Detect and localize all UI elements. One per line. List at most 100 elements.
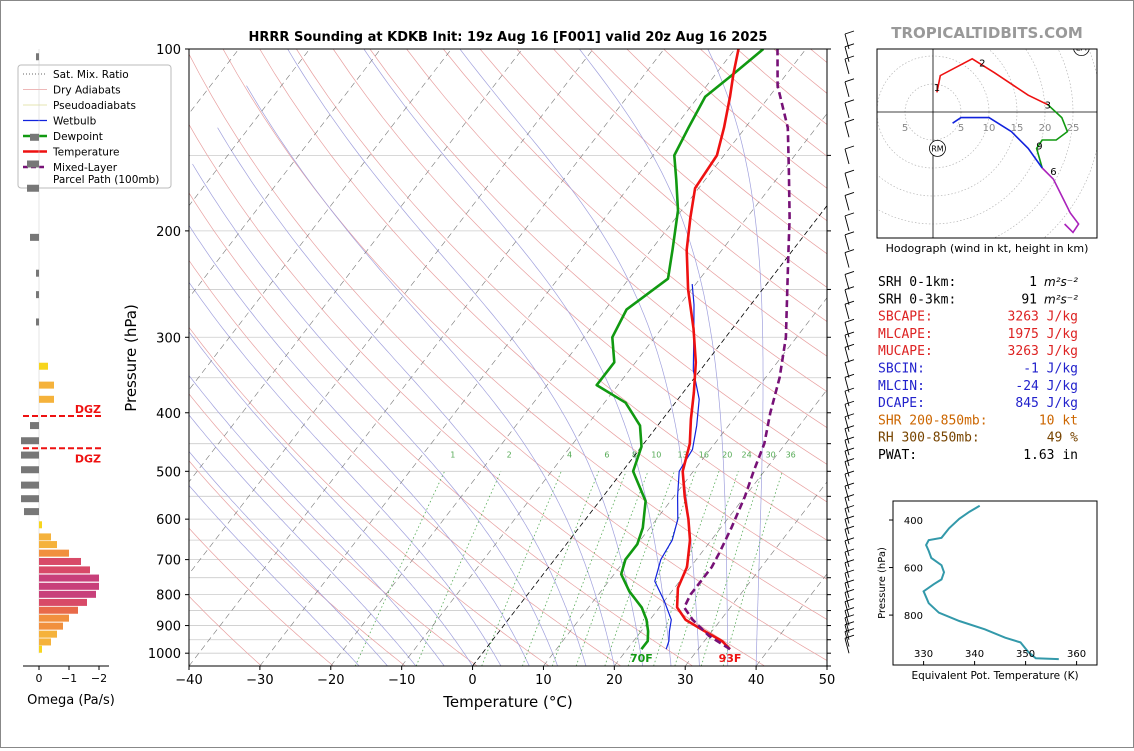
barb-flag — [844, 286, 855, 291]
theta-x-tick-label: 330 — [914, 649, 933, 660]
barb-flag — [844, 300, 855, 305]
dry-adiabat-line — [189, 595, 262, 666]
omega-bar — [27, 184, 39, 192]
index-unit: m²s⁻² — [1044, 275, 1078, 289]
mixing-ratio-label: 16 — [699, 451, 709, 460]
hodo-marker-label: LM — [1076, 44, 1087, 53]
mixing-ratio-label: 13 — [678, 451, 688, 460]
y-tick-label: 100 — [156, 43, 181, 58]
isotherm-line — [401, 113, 827, 666]
index-label: MUCAPE: — [878, 344, 933, 359]
isotherm-line — [472, 205, 827, 666]
barb-staff — [844, 450, 850, 467]
barb-staff — [844, 122, 850, 138]
index-label: MLCAPE: — [878, 327, 933, 342]
hodo-line — [1041, 167, 1080, 234]
barb-staff — [844, 362, 850, 378]
barb-flag — [844, 559, 855, 564]
omega-bar — [39, 630, 57, 638]
theta-e-panel: 330 340 350 360 400 600 800 Equivalent Pot. Tem… — [877, 500, 1098, 682]
branding-text: TROPICALTIDBITS.COM — [891, 24, 1083, 42]
barb-flag — [844, 482, 855, 487]
index-value: -24 J/kg — [1015, 379, 1078, 394]
omega-bar — [39, 638, 51, 646]
barb-flag — [844, 548, 855, 553]
mixing-ratio-line — [627, 471, 696, 666]
dgz-label-top: DGZ — [75, 403, 101, 416]
hodo-ring-label: 20 — [1039, 123, 1052, 134]
mixing-ratio-line — [700, 471, 763, 666]
indices-table: SRH 0-1km: 1 m²s⁻² SRH 0-3km: 91 m²s⁻² SBCAPE:… — [878, 275, 1078, 463]
moist-adiabat-line — [189, 414, 417, 666]
barb-staff — [844, 195, 850, 211]
legend-label: Dry Adiabats — [53, 85, 121, 97]
index-value: 3263 J/kg — [1008, 344, 1078, 359]
dry-adiabat-line — [406, 49, 827, 429]
dry-adiabat-line — [443, 49, 827, 393]
barb-staff — [844, 497, 850, 513]
y-tick-label: 300 — [156, 331, 181, 346]
barb-flag — [844, 505, 855, 509]
y-tick-label: 600 — [156, 513, 181, 528]
barb-flag — [844, 413, 855, 418]
omega-bar — [39, 622, 63, 630]
index-label: PWAT: — [878, 448, 917, 463]
barb-flag — [844, 118, 855, 123]
x-tick-label: 20 — [606, 673, 623, 688]
hodo-marker — [1073, 49, 1090, 56]
x-tick-label: 40 — [748, 673, 765, 688]
barb-staff — [844, 439, 850, 456]
mixing-ratio-label: 4 — [567, 451, 572, 460]
index-value: 1.63 in — [1023, 448, 1078, 463]
theta-e-line — [922, 504, 1059, 661]
barb-flag — [844, 212, 855, 217]
skewt-ylabel: Pressure (hPa) — [122, 304, 140, 412]
hodo-line — [936, 57, 1049, 106]
dry-adiabat-line — [189, 527, 334, 666]
dry-adiabat-line — [296, 49, 827, 541]
omega-xlabel: Omega (Pa/s) — [27, 693, 115, 708]
isotherm-line — [826, 665, 827, 666]
omega-bar — [36, 318, 39, 326]
mixing-ratio-line — [674, 471, 739, 666]
skewt-frame — [188, 48, 828, 667]
omega-bar — [21, 495, 39, 503]
mixing-ratio-label: 2 — [507, 451, 512, 460]
omega-bar — [39, 521, 42, 529]
omega-bar — [36, 53, 39, 61]
barb-staff — [844, 215, 850, 231]
mixing-ratio-line — [604, 471, 675, 666]
theta-e-frame — [892, 500, 1098, 666]
barb-flag — [844, 271, 855, 275]
omega-bar — [39, 549, 69, 557]
barb-staff — [844, 601, 850, 617]
legend: Sat. Mix. Ratio Dry Adiabats Pseudoadiabat… — [17, 64, 172, 189]
surface-dewpoint-label: 70F — [630, 652, 653, 665]
hodo-height-label: 6 — [1050, 167, 1056, 178]
omega-bar — [21, 451, 39, 459]
barb-flag — [844, 447, 855, 452]
omega-bar — [39, 606, 78, 614]
index-unit: m²s⁻² — [1044, 292, 1078, 306]
barb-flag — [844, 628, 855, 632]
omega-bar — [39, 362, 48, 370]
barb-staff — [844, 416, 850, 432]
mixing-ratio-line — [551, 471, 627, 666]
parcel-path-line — [682, 49, 791, 651]
moist-adiabat-line — [707, 49, 764, 666]
omega-bar — [39, 533, 51, 541]
moist-adiabat-line — [363, 49, 672, 666]
barb-staff — [844, 33, 850, 50]
hodo-ring-label: 15 — [1011, 123, 1024, 134]
moist-adiabat-line — [189, 224, 530, 666]
barb-staff — [844, 461, 850, 477]
barb-flag — [844, 30, 855, 35]
mixing-ratio-label: 6 — [604, 451, 609, 460]
dry-adiabat-line — [189, 393, 478, 666]
isotherm-line — [189, 49, 665, 666]
hodo-marker — [929, 139, 946, 157]
moist-adiabat-line — [246, 85, 615, 666]
index-label: SBCIN: — [878, 362, 925, 377]
y-tick-label: 200 — [156, 225, 181, 240]
